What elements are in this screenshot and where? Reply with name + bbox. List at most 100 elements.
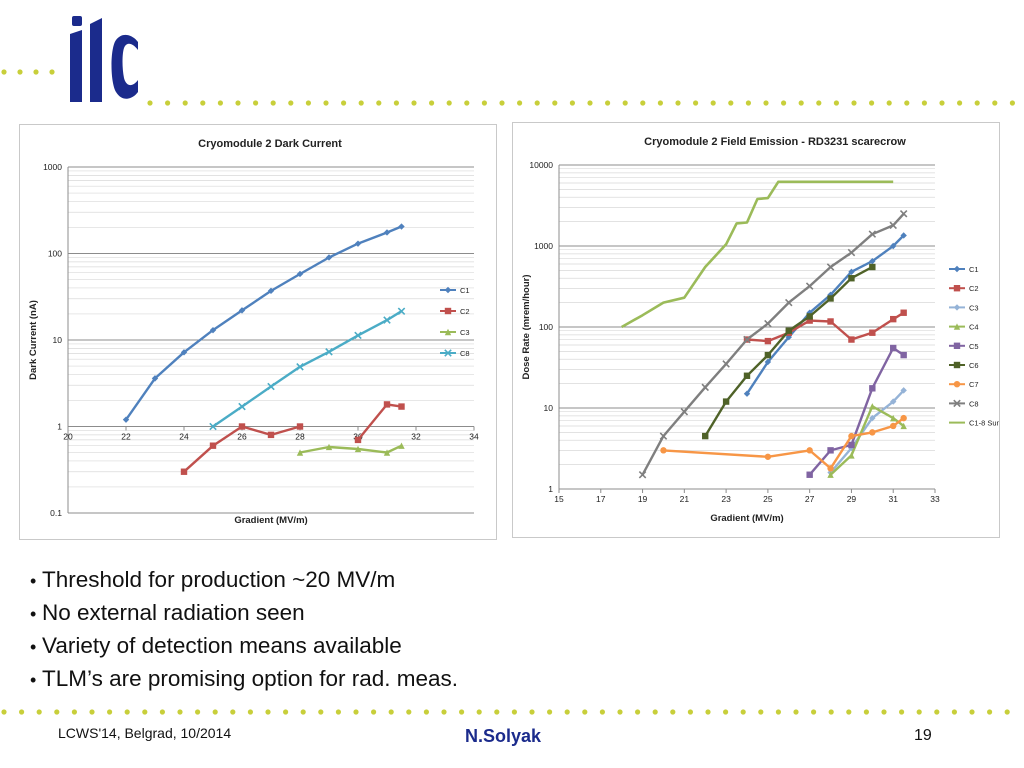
data-point-stroke [383, 316, 391, 324]
legend-item: C5 [949, 342, 979, 351]
rule-dot [253, 100, 259, 106]
rule-dot [916, 709, 922, 715]
data-point [151, 375, 159, 382]
rule-dot [423, 709, 429, 715]
legend-label: C6 [969, 361, 979, 370]
rule-dot [494, 709, 500, 715]
rule-dot [517, 100, 523, 106]
top-dotted-rule [1, 69, 1016, 106]
rule-dot [534, 100, 540, 106]
data-point-stroke [764, 319, 772, 328]
series-c3 [296, 442, 405, 456]
footer-conference: LCWS'14, Belgrad, 10/2014 [58, 725, 232, 741]
series-c8 [209, 307, 406, 431]
data-point [383, 401, 391, 408]
rule-dot [393, 100, 399, 106]
data-point-stroke [701, 383, 709, 392]
data-point-stroke [638, 470, 647, 479]
data-point [848, 432, 855, 440]
rule-dot [740, 709, 746, 715]
rule-dot [441, 709, 447, 715]
chart-title: Cryomodule 2 Dark Current [198, 138, 342, 150]
rule-dot [270, 100, 276, 106]
x-tick-label: 23 [721, 494, 731, 504]
rule-dot [833, 100, 840, 106]
data-point [953, 342, 961, 349]
x-tick-label: 21 [680, 494, 690, 504]
rule-dot [406, 709, 412, 715]
data-point [953, 265, 961, 273]
data-point [398, 223, 405, 230]
x-tick-label: 19 [638, 494, 648, 504]
x-tick-label: 27 [805, 494, 815, 504]
rule-dot [652, 709, 658, 715]
data-point [638, 470, 647, 479]
bullet-item: • Variety of detection means available [30, 633, 402, 658]
legend-item: C2 [949, 284, 979, 293]
rule-dot [569, 100, 576, 106]
dark-current-chart: 0.1 1 10 100 1000 20 22 24 26 28 30 32 34 Cryomodule … [19, 124, 497, 540]
rule-dot [429, 100, 435, 106]
rule-dot [723, 709, 729, 715]
rule-dot [288, 100, 294, 106]
data-point [900, 414, 907, 422]
y-tick-label: 10000 [529, 160, 553, 170]
data-point [953, 323, 961, 330]
series-c1 [743, 232, 907, 397]
data-point [899, 210, 908, 218]
rule-dot [195, 709, 201, 715]
page-number: 19 [914, 727, 932, 744]
rule-dot [200, 100, 206, 106]
rule-dot [212, 709, 218, 715]
chart-title: Cryomodule 2 Field Emission - RD3231 sca… [644, 136, 906, 148]
data-point [325, 348, 333, 356]
y-tick-label: 1 [548, 484, 553, 494]
bullet-item: • No external radiation seen [30, 600, 305, 625]
data-point [267, 382, 275, 391]
data-point [806, 447, 813, 454]
rule-dot [511, 709, 517, 715]
rule-dot [863, 709, 870, 715]
legend-item: C6 [949, 361, 979, 370]
data-point-stroke [722, 360, 730, 368]
data-point [889, 221, 897, 230]
y-tick-label: 1 [57, 422, 62, 432]
data-point [869, 429, 876, 436]
data-point [660, 447, 667, 454]
legend-label: C8 [969, 399, 979, 408]
data-point [444, 328, 452, 336]
rule-dot [1, 69, 7, 75]
bullet-list: • Threshold for production ~20 MV/m • No e… [30, 564, 458, 696]
data-point [764, 358, 772, 366]
data-point-stroke [680, 407, 689, 416]
data-point [680, 407, 689, 416]
rule-dot [987, 709, 993, 715]
bullet-text: Variety of detection means available [42, 633, 402, 658]
rule-dot [657, 100, 664, 106]
x-tick-label: 32 [411, 432, 421, 442]
rule-dot [476, 709, 482, 715]
legend-label: C1-8 Sum [969, 419, 999, 428]
rule-dot [481, 100, 487, 106]
x-tick-label: 20 [63, 432, 73, 442]
rule-dot [265, 709, 271, 715]
rule-dot [358, 100, 364, 106]
rule-dot [305, 100, 311, 106]
legend-item: C1 [949, 265, 979, 274]
data-point [764, 453, 772, 460]
data-point [659, 432, 668, 440]
rule-dot [411, 100, 417, 106]
data-point [848, 275, 855, 282]
x-tick-label: 17 [596, 494, 606, 504]
ilc-logo [70, 16, 138, 102]
y-tick-label: 0.1 [50, 508, 62, 518]
rule-dot [552, 100, 558, 106]
y-tick-label: 1000 [534, 241, 553, 251]
rule-dot [640, 100, 646, 106]
series-line [745, 234, 905, 395]
data-point [953, 361, 961, 369]
rule-dot [49, 69, 55, 75]
data-point [701, 383, 709, 392]
data-point [383, 229, 391, 236]
rule-dot [587, 100, 593, 106]
